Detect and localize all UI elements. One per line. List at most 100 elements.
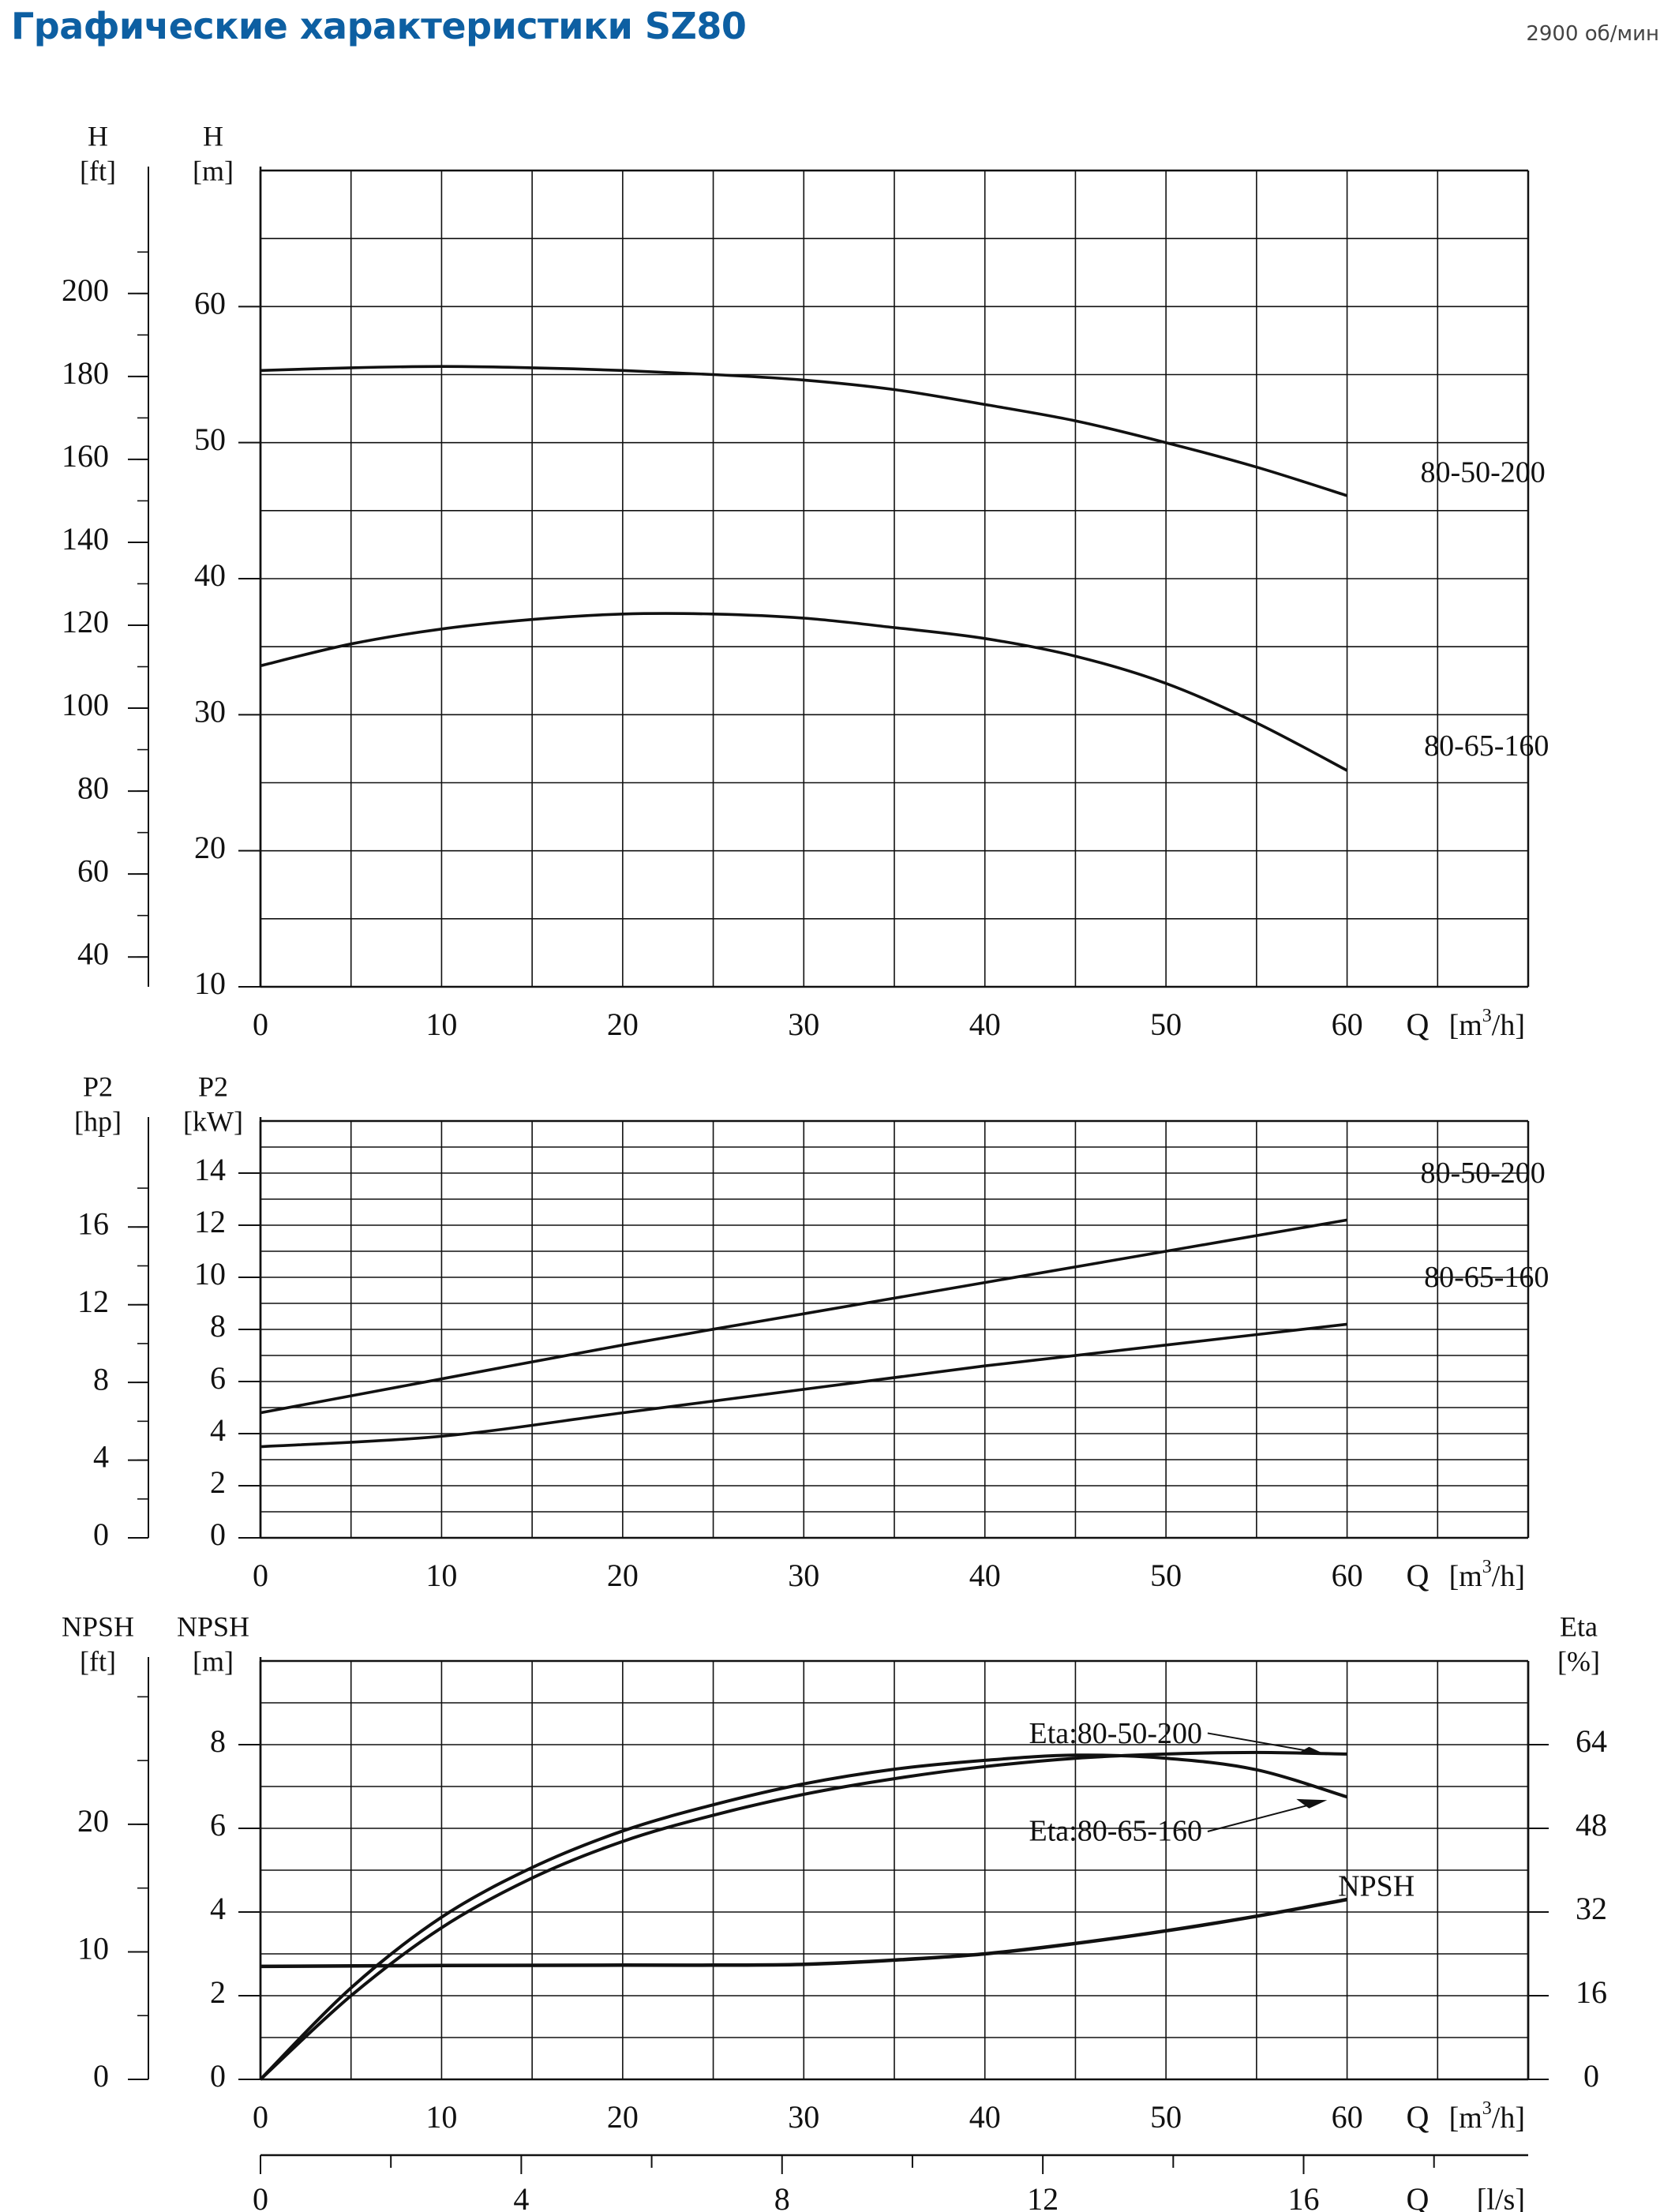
head-y2-tick-label: 160 bbox=[62, 438, 109, 474]
eta-tick-label: 0 bbox=[1583, 2058, 1599, 2094]
power-y-tick-label: 6 bbox=[210, 1360, 226, 1396]
power-x-tick-label: 20 bbox=[607, 1558, 639, 1593]
series-label-80-50-200: 80-50-200 bbox=[1420, 1157, 1545, 1190]
series-line-eta-80-65-160 bbox=[259, 1753, 1348, 2081]
npsh_eta-y-tick-label: 2 bbox=[210, 1974, 226, 2010]
head-y2-tick-label: 200 bbox=[62, 272, 109, 308]
power-y-axis-title-name: P2 bbox=[198, 1070, 228, 1102]
head-y2-axis-title-unit: [ft] bbox=[80, 155, 116, 186]
head-x-tick-label: 0 bbox=[253, 1007, 268, 1042]
npsh_eta-y-tick-label: 8 bbox=[210, 1723, 226, 1759]
series-line-npsh bbox=[260, 1897, 1348, 1969]
npsh_eta-x-tick-label: 20 bbox=[607, 2099, 639, 2135]
head-x-tick-label: 30 bbox=[788, 1007, 819, 1042]
npsh_eta-y2-tick-label: 10 bbox=[77, 1931, 109, 1966]
power-y2-tick-label: 16 bbox=[77, 1205, 109, 1241]
eta-80-50-200-arrowhead bbox=[1298, 1746, 1328, 1756]
power-y-tick-label: 10 bbox=[194, 1256, 226, 1292]
head-y2-tick-label: 120 bbox=[62, 604, 109, 639]
npsh_eta-y2-axis-title-name: NPSH bbox=[62, 1610, 134, 1642]
power-x-tick-label: 50 bbox=[1150, 1558, 1182, 1593]
head-y2-tick-label: 40 bbox=[77, 935, 109, 971]
series-line-80-65-160 bbox=[260, 1322, 1347, 1449]
head-y2-tick-label: 140 bbox=[62, 521, 109, 557]
head-x-axis-unit: [m3/h] bbox=[1449, 1006, 1525, 1042]
npsh_eta-x-tick-label: 0 bbox=[253, 2099, 268, 2135]
eta-80-65-160-leader bbox=[1207, 1801, 1321, 1832]
q-ls-axis-title: Q bbox=[1407, 2181, 1430, 2212]
series-label-80-50-200: 80-50-200 bbox=[1420, 456, 1545, 489]
eta-tick-label: 64 bbox=[1576, 1723, 1607, 1759]
q-ls-tick-label: 16 bbox=[1288, 2181, 1320, 2212]
power-x-tick-label: 10 bbox=[425, 1558, 457, 1593]
head-y2-axis-title-name: H bbox=[88, 120, 108, 152]
q-ls-tick-label: 8 bbox=[774, 2181, 790, 2212]
page-title: Графические характеристики SZ80 bbox=[11, 5, 747, 47]
power-y-axis-title-unit: [kW] bbox=[183, 1105, 243, 1137]
head-y-tick-label: 60 bbox=[194, 286, 226, 321]
npsh_eta-y-tick-label: 0 bbox=[210, 2058, 226, 2094]
npsh_eta-x-axis-unit: [m3/h] bbox=[1449, 2098, 1525, 2135]
q-ls-tick-label: 12 bbox=[1027, 2181, 1059, 2212]
head-y-tick-label: 40 bbox=[194, 557, 226, 593]
eta-axis-title-unit: [%] bbox=[1557, 1645, 1600, 1677]
power-x-tick-label: 40 bbox=[969, 1558, 1001, 1593]
npsh_eta-y2-tick-label: 20 bbox=[77, 1803, 109, 1839]
power-y-tick-label: 0 bbox=[210, 1517, 226, 1552]
npsh_eta-y2-tick-label: 0 bbox=[93, 2058, 109, 2094]
power-y2-tick-label: 8 bbox=[93, 1361, 109, 1397]
power-y2-tick-label: 4 bbox=[93, 1439, 109, 1475]
npsh_eta-y-axis-title-unit: [m] bbox=[193, 1645, 234, 1677]
q-ls-tick-label: 0 bbox=[253, 2181, 268, 2212]
power-x-tick-label: 60 bbox=[1332, 1558, 1363, 1593]
npsh_eta-x-axis-title: Q bbox=[1407, 2099, 1430, 2135]
series-label-npsh: NPSH bbox=[1338, 1870, 1415, 1903]
npsh_eta-x-tick-label: 30 bbox=[788, 2099, 819, 2135]
head-y-axis-title-name: H bbox=[203, 120, 223, 152]
head-y2-tick-label: 180 bbox=[62, 355, 109, 391]
power-x-tick-label: 0 bbox=[253, 1558, 268, 1593]
eta-tick-label: 48 bbox=[1576, 1807, 1607, 1843]
power-y2-axis-title-name: P2 bbox=[83, 1070, 113, 1102]
head-y2-tick-label: 80 bbox=[77, 770, 109, 805]
power-y-tick-label: 2 bbox=[210, 1464, 226, 1500]
head-x-tick-label: 50 bbox=[1150, 1007, 1182, 1042]
npsh_eta-x-tick-label: 40 bbox=[969, 2099, 1001, 2135]
series-label-eta-80-50-200: Eta:80-50-200 bbox=[1029, 1717, 1203, 1750]
power-y-tick-label: 4 bbox=[210, 1412, 226, 1448]
head-x-tick-label: 60 bbox=[1332, 1007, 1363, 1042]
series-line-80-50-200 bbox=[260, 1218, 1347, 1415]
head-y-tick-label: 30 bbox=[194, 694, 226, 729]
npsh_eta-x-tick-label: 10 bbox=[425, 2099, 457, 2135]
power-x-axis-title: Q bbox=[1407, 1558, 1430, 1593]
head-y-tick-label: 10 bbox=[194, 965, 226, 1001]
head-x-tick-label: 40 bbox=[969, 1007, 1001, 1042]
eta-80-65-160-arrowhead bbox=[1296, 1798, 1328, 1809]
head-y-tick-label: 50 bbox=[194, 422, 226, 457]
series-line-80-65-160 bbox=[260, 612, 1348, 772]
power-y2-axis-title-unit: [hp] bbox=[74, 1105, 122, 1137]
q-ls-axis-unit: [l/s] bbox=[1477, 2184, 1525, 2212]
power-y2-tick-label: 12 bbox=[77, 1284, 109, 1319]
head-y2-tick-label: 60 bbox=[77, 853, 109, 888]
eta-80-50-200-leader bbox=[1207, 1732, 1321, 1754]
rotation-speed: 2900 об/мин bbox=[1526, 22, 1659, 46]
head-y-axis-title-unit: [m] bbox=[193, 155, 234, 186]
eta-axis-title-name: Eta bbox=[1560, 1610, 1598, 1642]
head-x-axis-title: Q bbox=[1407, 1007, 1430, 1042]
npsh_eta-y2-axis-title-unit: [ft] bbox=[80, 1645, 116, 1677]
eta-tick-label: 32 bbox=[1576, 1891, 1607, 1926]
npsh_eta-y-tick-label: 4 bbox=[210, 1891, 226, 1926]
q-ls-tick-label: 4 bbox=[513, 2181, 529, 2212]
series-line-eta-80-50-200 bbox=[259, 1750, 1347, 2081]
power-y2-tick-label: 0 bbox=[93, 1517, 109, 1552]
series-label-eta-80-65-160: Eta:80-65-160 bbox=[1029, 1814, 1203, 1847]
head-x-tick-label: 20 bbox=[607, 1007, 639, 1042]
power-x-tick-label: 30 bbox=[788, 1558, 819, 1593]
power-x-axis-unit: [m3/h] bbox=[1449, 1557, 1525, 1593]
series-label-80-65-160: 80-65-160 bbox=[1424, 729, 1549, 763]
series-line-80-50-200 bbox=[260, 365, 1348, 497]
head-y2-tick-label: 100 bbox=[62, 687, 109, 722]
head-x-tick-label: 10 bbox=[425, 1007, 457, 1042]
